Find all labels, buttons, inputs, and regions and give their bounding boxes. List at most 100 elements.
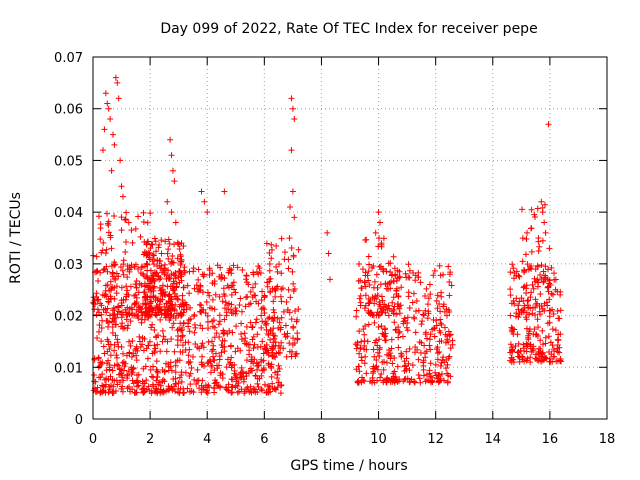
data-point (146, 338, 153, 345)
data-point (246, 351, 253, 358)
data-point (426, 342, 433, 349)
data-point (156, 241, 163, 248)
data-point (159, 367, 166, 374)
y-tick-label: 0.04 (54, 206, 83, 221)
data-point (401, 367, 408, 374)
data-point (93, 253, 100, 260)
data-point (134, 313, 141, 320)
data-point (127, 342, 134, 349)
data-point (142, 363, 149, 370)
data-point (406, 345, 413, 352)
data-point (134, 379, 141, 386)
data-point (165, 363, 172, 370)
data-point (191, 311, 198, 318)
data-point (131, 301, 138, 308)
data-point (144, 219, 151, 226)
data-point (555, 315, 562, 322)
data-point (434, 305, 441, 312)
data-point (531, 326, 538, 333)
data-point (216, 293, 223, 300)
data-point (115, 304, 122, 311)
data-point (159, 293, 166, 300)
data-point (106, 312, 113, 319)
data-point (532, 311, 539, 318)
data-point (270, 298, 277, 305)
data-point (537, 345, 544, 352)
data-point (199, 325, 206, 332)
data-point (528, 248, 535, 255)
data-point (436, 371, 443, 378)
data-point (445, 263, 452, 270)
data-point (125, 367, 132, 374)
data-point (540, 268, 547, 275)
data-point (209, 296, 216, 303)
data-point (427, 346, 434, 353)
data-point (162, 238, 169, 245)
data-point (285, 256, 292, 263)
data-point (445, 338, 452, 345)
data-point (557, 291, 564, 298)
data-point (394, 363, 401, 370)
data-point (426, 336, 433, 343)
data-point (273, 242, 280, 249)
data-point (165, 311, 172, 318)
data-point (530, 285, 537, 292)
data-point (229, 383, 236, 390)
data-point (236, 301, 243, 308)
x-tick-label: 14 (485, 432, 502, 447)
data-point (178, 273, 185, 280)
data-point (429, 326, 436, 333)
data-point (206, 292, 213, 299)
data-point (395, 329, 402, 336)
data-point (144, 355, 151, 362)
data-point (288, 244, 295, 251)
data-point (93, 268, 100, 275)
data-point (420, 372, 427, 379)
data-point (417, 349, 424, 356)
data-point (105, 105, 112, 112)
data-point (542, 263, 549, 270)
data-point (446, 292, 453, 299)
data-point (260, 304, 267, 311)
data-point (210, 353, 217, 360)
data-point (147, 300, 154, 307)
data-point (271, 309, 278, 316)
data-point (187, 315, 194, 322)
data-point (252, 319, 259, 326)
data-point (420, 366, 427, 373)
data-point (509, 261, 516, 268)
data-point (359, 266, 366, 273)
data-point (437, 272, 444, 279)
data-point (360, 326, 367, 333)
data-point (531, 275, 538, 282)
data-point (546, 245, 553, 252)
data-point (433, 322, 440, 329)
data-point (258, 356, 265, 363)
data-point (219, 274, 226, 281)
data-point (401, 376, 408, 383)
data-point (269, 349, 276, 356)
data-point (98, 338, 105, 345)
data-point (247, 367, 254, 374)
data-point (182, 369, 189, 376)
data-point (542, 340, 549, 347)
data-point (380, 306, 387, 313)
data-point (179, 342, 186, 349)
data-point (440, 377, 447, 384)
data-point (551, 347, 558, 354)
data-point (382, 337, 389, 344)
data-point (225, 269, 232, 276)
data-point (118, 344, 125, 351)
data-point (231, 367, 238, 374)
y-axis-label: ROTI / TECUs (8, 192, 24, 284)
data-point (376, 344, 383, 351)
data-point (149, 258, 156, 265)
data-point (144, 267, 151, 274)
data-point (535, 324, 542, 331)
data-point (111, 141, 118, 148)
data-point (544, 284, 551, 291)
data-point (168, 336, 175, 343)
data-point (539, 209, 546, 216)
data-point (446, 353, 453, 360)
data-point (226, 265, 233, 272)
